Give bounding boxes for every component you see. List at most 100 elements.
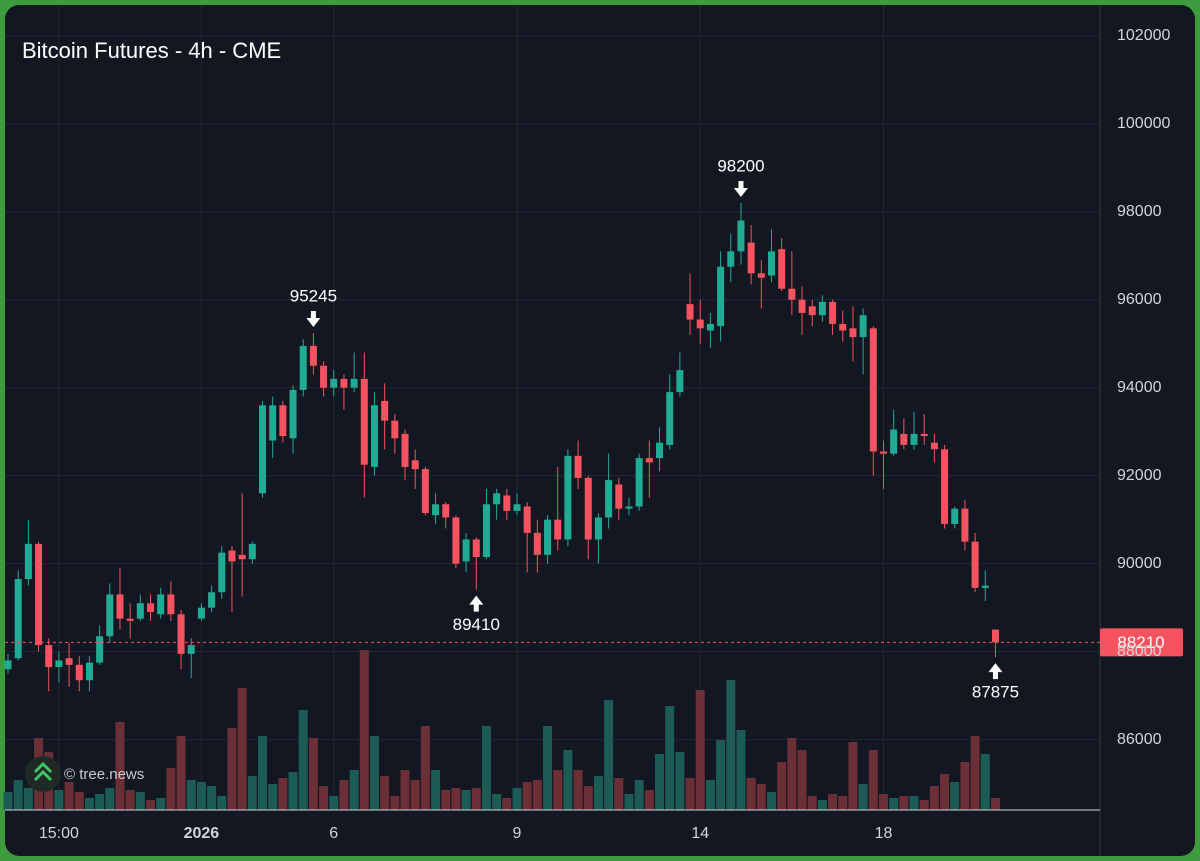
volume-bar bbox=[23, 788, 33, 810]
y-tick-label: 98000 bbox=[1117, 203, 1162, 220]
candle-body bbox=[126, 618, 134, 621]
candle-body bbox=[869, 328, 877, 452]
candle-body bbox=[24, 543, 32, 580]
candle-body bbox=[401, 433, 409, 467]
volume-bar bbox=[960, 762, 970, 810]
volume-bar bbox=[288, 772, 298, 810]
y-tick-label: 102000 bbox=[1117, 27, 1170, 44]
volume-bar bbox=[84, 798, 94, 810]
candle-body bbox=[75, 664, 83, 681]
volume-bar bbox=[593, 776, 603, 810]
candle-body bbox=[411, 460, 419, 470]
volume-bar bbox=[298, 710, 308, 810]
candle-body bbox=[727, 251, 735, 267]
volume-bar bbox=[247, 776, 257, 810]
candle-body bbox=[208, 592, 216, 608]
volume-bar bbox=[237, 688, 247, 810]
volume-bar bbox=[848, 742, 858, 810]
candle-body bbox=[147, 603, 155, 613]
candle-body bbox=[717, 266, 725, 327]
candle-body bbox=[818, 301, 826, 316]
annotation-arrow bbox=[469, 595, 484, 612]
y-tick-label: 100000 bbox=[1117, 115, 1170, 132]
watermark: © tree.news bbox=[25, 756, 144, 792]
candle-body bbox=[55, 660, 63, 668]
annotation-label: 95245 bbox=[290, 286, 337, 305]
candle-body bbox=[370, 405, 378, 467]
volume-bar bbox=[889, 798, 899, 810]
volume-bar bbox=[797, 750, 807, 810]
last-price-label: 88210 bbox=[1117, 633, 1164, 652]
candle-body bbox=[879, 451, 887, 454]
volume-bar bbox=[685, 778, 695, 810]
candle-body bbox=[421, 469, 429, 514]
volume-bar bbox=[756, 784, 766, 810]
candle-body bbox=[930, 442, 938, 450]
candle-body bbox=[747, 242, 755, 274]
volume-bar bbox=[3, 792, 13, 810]
candle-body bbox=[890, 429, 898, 454]
volume-bar bbox=[125, 790, 135, 810]
candle-body bbox=[360, 378, 368, 465]
volume-bar bbox=[95, 794, 105, 810]
volume-bar bbox=[339, 780, 349, 810]
volume-bar bbox=[644, 790, 654, 810]
candle-body bbox=[136, 603, 144, 619]
candle-body bbox=[493, 493, 501, 505]
volume-bar bbox=[186, 780, 196, 810]
candle-body bbox=[279, 405, 287, 437]
candle-body bbox=[951, 508, 959, 525]
candle-body bbox=[116, 594, 124, 619]
volume-bar bbox=[573, 770, 583, 810]
volume-bar bbox=[919, 800, 929, 810]
volume-bar bbox=[481, 726, 491, 810]
candle-body bbox=[920, 433, 928, 437]
volume-bar bbox=[675, 752, 685, 810]
candle-body bbox=[330, 378, 338, 388]
candle-body bbox=[910, 433, 918, 445]
candle-body bbox=[625, 506, 633, 509]
chart-title: Bitcoin Futures - 4h - CME bbox=[22, 38, 281, 63]
candle-body bbox=[554, 519, 562, 540]
volume-bar bbox=[899, 796, 909, 810]
candle-body bbox=[106, 594, 114, 637]
volume-bar bbox=[634, 780, 644, 810]
candle-body bbox=[320, 365, 328, 388]
watermark-text: © tree.news bbox=[64, 766, 144, 783]
candle-body bbox=[482, 504, 490, 558]
candle-body bbox=[829, 301, 837, 324]
candle-body bbox=[299, 345, 307, 390]
volume-bar bbox=[54, 790, 64, 810]
candle-body bbox=[65, 658, 73, 665]
volume-bar bbox=[970, 736, 980, 810]
volume-bar bbox=[400, 770, 410, 810]
candle-body bbox=[452, 517, 460, 564]
volume-bar bbox=[767, 792, 776, 810]
volume-bar bbox=[196, 782, 206, 810]
candle-body bbox=[564, 455, 572, 540]
volume-bar bbox=[726, 680, 736, 810]
candle-body bbox=[981, 585, 989, 588]
logo-arrows bbox=[33, 761, 53, 782]
candle-layer bbox=[4, 202, 999, 692]
volume-bar bbox=[258, 736, 267, 810]
candle-body bbox=[259, 405, 266, 494]
candle-body bbox=[228, 550, 236, 562]
volume-bar bbox=[176, 736, 186, 810]
volume-bar bbox=[461, 790, 471, 810]
overlay: 95245 98200 89410 87875 88210 bbox=[5, 156, 1183, 702]
volume-bar bbox=[929, 786, 939, 810]
volume-bar bbox=[705, 780, 715, 810]
candle-body bbox=[432, 504, 440, 516]
volume-bar bbox=[746, 778, 756, 810]
volume-bar bbox=[420, 726, 430, 810]
volume-bar bbox=[380, 776, 390, 810]
candle-body bbox=[615, 484, 623, 509]
candle-body bbox=[808, 306, 816, 316]
volume-bar bbox=[604, 700, 614, 810]
volume-bar bbox=[115, 722, 125, 810]
volume-bar bbox=[777, 762, 787, 810]
candle-body bbox=[656, 442, 664, 459]
volume-bar bbox=[909, 796, 919, 810]
